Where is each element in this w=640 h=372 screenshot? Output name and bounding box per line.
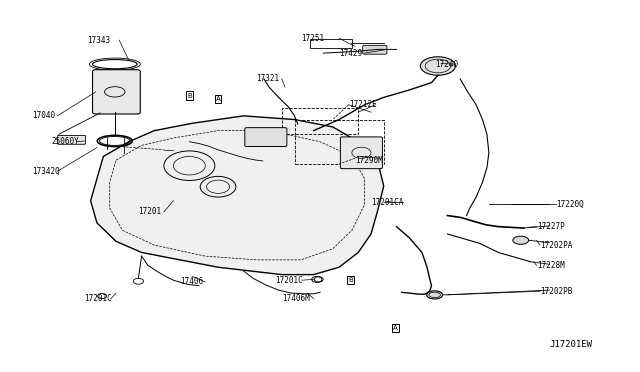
FancyBboxPatch shape <box>245 128 287 147</box>
Ellipse shape <box>420 57 456 75</box>
Text: 17251: 17251 <box>301 34 324 43</box>
Bar <box>294 119 384 164</box>
Text: 17212E: 17212E <box>349 100 376 109</box>
Text: 17321: 17321 <box>256 74 280 83</box>
Text: 17406: 17406 <box>180 278 203 286</box>
Text: 17201CA: 17201CA <box>371 198 403 207</box>
Bar <box>282 109 358 134</box>
Text: 17202PA: 17202PA <box>540 241 572 250</box>
Ellipse shape <box>513 236 529 244</box>
Text: 17201: 17201 <box>138 207 161 217</box>
PathPatch shape <box>91 116 384 275</box>
FancyBboxPatch shape <box>58 135 86 144</box>
Text: 25060Y: 25060Y <box>51 137 79 146</box>
Text: 17290M: 17290M <box>355 155 383 165</box>
Text: 17227P: 17227P <box>537 222 564 231</box>
Text: 17202PB: 17202PB <box>540 287 572 296</box>
Ellipse shape <box>427 291 443 299</box>
Text: 17040: 17040 <box>32 111 55 121</box>
Text: A: A <box>216 96 220 102</box>
Text: J17201EW: J17201EW <box>549 340 593 349</box>
FancyBboxPatch shape <box>363 45 387 54</box>
FancyBboxPatch shape <box>310 39 353 48</box>
Text: 17220Q: 17220Q <box>556 200 584 209</box>
Text: 17406M: 17406M <box>282 294 310 303</box>
Text: 17228M: 17228M <box>537 261 564 270</box>
Text: B: B <box>348 277 353 283</box>
Text: 17429: 17429 <box>339 49 362 58</box>
Text: B: B <box>187 93 192 99</box>
Text: 17201C: 17201C <box>275 276 303 285</box>
FancyBboxPatch shape <box>340 137 383 169</box>
Text: A: A <box>393 325 397 331</box>
Text: 17343: 17343 <box>88 36 111 45</box>
Text: 17342Q: 17342Q <box>32 167 60 176</box>
Text: 17240: 17240 <box>435 60 458 69</box>
FancyBboxPatch shape <box>93 70 140 114</box>
Text: 17201C: 17201C <box>84 294 112 303</box>
